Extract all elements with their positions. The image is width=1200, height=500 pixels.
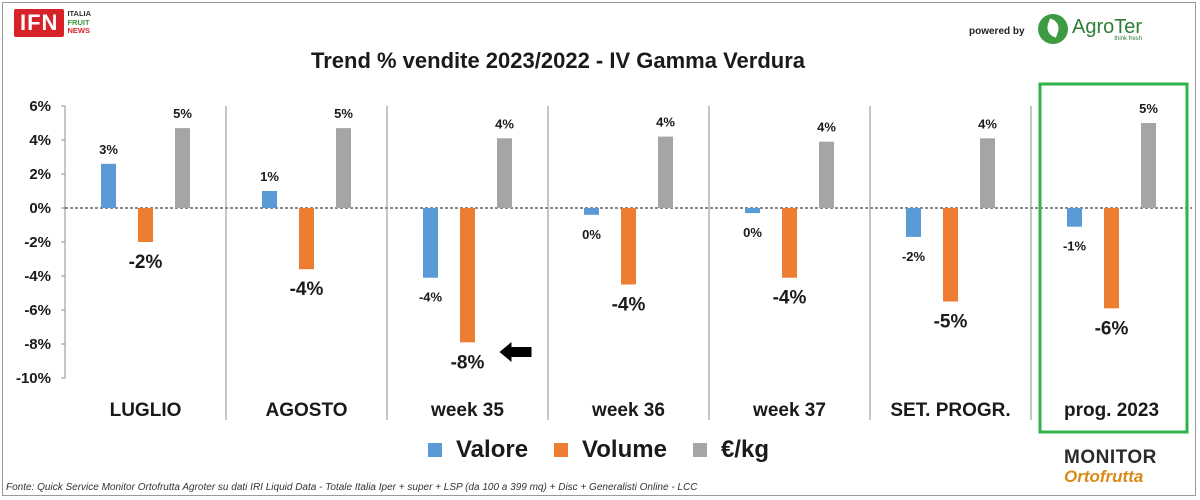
- agroter-name: AgroTer: [1072, 16, 1143, 38]
- y-tick-label: 6%: [29, 98, 51, 115]
- bar-volume: [138, 208, 153, 242]
- bar-kg: [658, 136, 673, 208]
- x-category-label: week 37: [752, 400, 826, 421]
- data-label-valore: -2%: [902, 249, 926, 264]
- monitor-ortofrutta-logo: MONITOR Ortofrutta: [1064, 448, 1194, 486]
- x-category-label: AGOSTO: [266, 400, 348, 421]
- powered-by-label: powered by: [969, 26, 1025, 37]
- bar-valore: [745, 208, 760, 214]
- legend-label: Valore: [456, 436, 529, 463]
- highlight-box: [1038, 82, 1189, 434]
- bar-volume: [299, 208, 314, 270]
- data-label-volume: -4%: [290, 279, 324, 300]
- data-label-prezzo: 4%: [656, 115, 675, 130]
- bar-valore: [1067, 208, 1082, 227]
- x-category-label: prog. 2023: [1064, 400, 1159, 421]
- data-label-valore: 0%: [743, 225, 762, 240]
- monitor-logo-line2: Ortofrutta: [1064, 467, 1144, 486]
- leaf-icon: [1038, 14, 1068, 44]
- data-label-volume: -2%: [129, 252, 163, 273]
- bar-kg: [175, 128, 190, 208]
- ifn-logo-line3: NEWS: [67, 26, 90, 36]
- data-label-prezzo: 4%: [495, 116, 514, 131]
- data-label-valore: 0%: [582, 227, 601, 242]
- x-category-label: week 35: [430, 400, 504, 421]
- bar-valore: [101, 163, 116, 208]
- x-category-label: week 36: [591, 400, 665, 421]
- data-label-prezzo: 4%: [978, 116, 997, 131]
- bar-volume: [782, 208, 797, 278]
- arrow-left-icon: [499, 342, 532, 362]
- agroter-logo: AgroTer think fresh: [1038, 14, 1142, 44]
- bar-volume: [943, 208, 958, 302]
- bar-volume: [621, 208, 636, 285]
- data-label-volume: -6%: [1095, 318, 1129, 339]
- y-tick-label: 4%: [29, 132, 51, 149]
- data-label-valore: -4%: [419, 290, 443, 305]
- data-label-prezzo: 4%: [817, 120, 836, 135]
- legend-item: €/kg: [692, 436, 769, 464]
- ifn-logo-line1: ITALIA: [67, 9, 92, 19]
- data-label-volume: -5%: [934, 312, 968, 333]
- monitor-logo-line1: MONITOR: [1064, 447, 1157, 468]
- legend-swatch: [554, 443, 569, 457]
- chart-title: Trend % vendite 2023/2022 - IV Gamma Ver…: [311, 48, 806, 73]
- y-tick-label: -10%: [16, 370, 51, 387]
- data-label-volume: -4%: [612, 295, 646, 316]
- ifn-logo-line2: FRUIT: [67, 17, 90, 27]
- ifn-logo-mark: IFN: [14, 9, 65, 37]
- y-tick-label: -4%: [24, 268, 51, 285]
- bar-kg: [980, 138, 995, 208]
- legend-label: Volume: [582, 436, 667, 463]
- legend-swatch: [428, 443, 442, 457]
- legend-label: €/kg: [720, 436, 769, 463]
- y-tick-label: 0%: [29, 200, 51, 217]
- y-tick-label: -2%: [24, 234, 51, 251]
- ifn-logo: IFN ITALIA FRUIT NEWS: [14, 9, 91, 37]
- bar-kg: [336, 128, 351, 208]
- bar-kg: [1141, 123, 1156, 208]
- bar-valore: [423, 208, 438, 278]
- bar-volume: [460, 208, 475, 343]
- y-tick-label: -6%: [24, 302, 51, 319]
- bar-valore: [906, 208, 921, 237]
- data-label-valore: 1%: [260, 169, 279, 184]
- data-label-valore: -1%: [1063, 239, 1087, 254]
- legend-item: Volume: [554, 436, 667, 464]
- y-tick-label: -8%: [24, 336, 51, 353]
- ifn-logo-text: ITALIA FRUIT NEWS: [67, 10, 91, 36]
- bar-valore: [262, 191, 277, 208]
- source-note: Fonte: Quick Service Monitor Ortofrutta …: [6, 482, 698, 493]
- data-label-prezzo: 5%: [334, 106, 353, 121]
- y-tick-label: 2%: [29, 166, 51, 183]
- chart-legend: Valore Volume €/kg: [428, 436, 795, 464]
- data-label-volume: -8%: [451, 352, 485, 373]
- data-label-prezzo: 5%: [173, 106, 192, 121]
- agroter-tagline: think fresh: [1114, 36, 1143, 42]
- agroter-logo-text: AgroTer think fresh: [1072, 16, 1142, 42]
- x-category-label: LUGLIO: [110, 400, 182, 421]
- data-label-prezzo: 5%: [1139, 101, 1158, 116]
- data-label-valore: 3%: [99, 142, 118, 157]
- bar-volume: [1104, 208, 1119, 309]
- bar-valore: [584, 208, 599, 215]
- bar-kg: [819, 141, 834, 208]
- data-label-volume: -4%: [773, 288, 807, 309]
- legend-item: Valore: [428, 436, 528, 464]
- x-category-label: SET. PROGR.: [890, 400, 1010, 421]
- bar-kg: [497, 138, 512, 208]
- legend-swatch: [692, 443, 707, 457]
